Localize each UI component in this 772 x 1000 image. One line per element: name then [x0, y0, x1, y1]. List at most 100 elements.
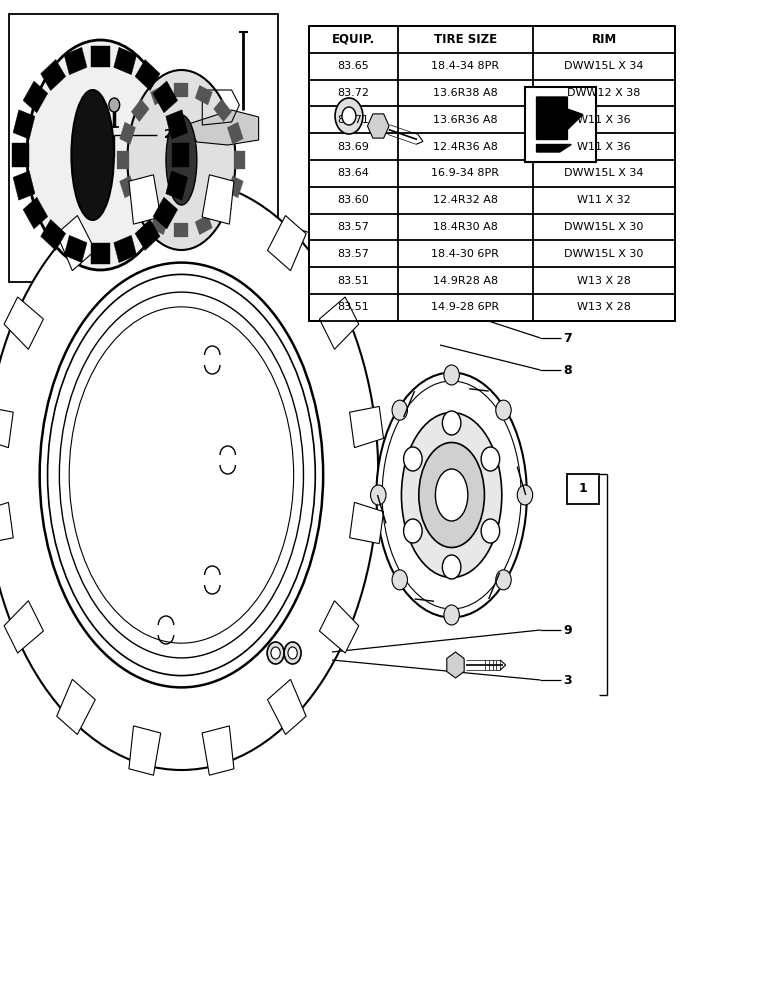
Text: 7: 7: [564, 332, 572, 344]
Ellipse shape: [127, 70, 235, 250]
Text: W11 X 36: W11 X 36: [577, 115, 631, 125]
Circle shape: [288, 647, 297, 659]
Polygon shape: [4, 601, 43, 653]
Polygon shape: [174, 83, 188, 97]
Ellipse shape: [27, 40, 174, 270]
Text: 83.51: 83.51: [337, 302, 369, 312]
Polygon shape: [13, 110, 35, 139]
Polygon shape: [0, 406, 13, 448]
Bar: [567, 474, 599, 504]
Circle shape: [271, 647, 280, 659]
Text: 83.64: 83.64: [337, 168, 369, 178]
Ellipse shape: [69, 307, 293, 643]
Circle shape: [444, 365, 459, 385]
Text: 14.9-28 6PR: 14.9-28 6PR: [431, 302, 499, 312]
Text: 3: 3: [564, 674, 572, 686]
Polygon shape: [56, 216, 95, 271]
Text: 83.51: 83.51: [337, 276, 369, 286]
Polygon shape: [12, 143, 29, 167]
Ellipse shape: [382, 381, 521, 609]
Polygon shape: [23, 197, 48, 229]
Text: 4: 4: [399, 134, 408, 147]
Ellipse shape: [59, 292, 303, 658]
Polygon shape: [91, 243, 110, 264]
Text: W13 X 28: W13 X 28: [577, 302, 631, 312]
Text: 13.6R38 A8: 13.6R38 A8: [433, 88, 497, 98]
Text: 18.4-34 8PR: 18.4-34 8PR: [431, 61, 499, 71]
Text: 18.4R30 A8: 18.4R30 A8: [432, 222, 498, 232]
Text: DWW15L X 34: DWW15L X 34: [564, 168, 644, 178]
Polygon shape: [166, 110, 188, 139]
Circle shape: [481, 519, 499, 543]
Text: W11 X 36: W11 X 36: [577, 142, 631, 152]
Polygon shape: [120, 176, 136, 198]
Polygon shape: [153, 197, 178, 229]
Polygon shape: [135, 219, 160, 250]
Circle shape: [284, 642, 301, 664]
Polygon shape: [367, 114, 389, 138]
Polygon shape: [64, 47, 87, 75]
Ellipse shape: [0, 180, 378, 770]
Text: 1: 1: [578, 483, 587, 495]
Circle shape: [404, 447, 422, 471]
Text: W13 X 28: W13 X 28: [577, 276, 631, 286]
Text: 18.4-30 6PR: 18.4-30 6PR: [432, 249, 499, 259]
Circle shape: [342, 107, 356, 125]
Text: 8: 8: [564, 363, 572, 376]
Ellipse shape: [48, 274, 315, 676]
Text: 83.69: 83.69: [337, 142, 369, 152]
Polygon shape: [350, 502, 384, 544]
Text: W11 X 32: W11 X 32: [577, 195, 631, 205]
Polygon shape: [113, 47, 137, 75]
Circle shape: [404, 519, 422, 543]
Polygon shape: [268, 679, 306, 734]
Text: 83.57: 83.57: [337, 249, 369, 259]
Polygon shape: [227, 176, 243, 198]
Polygon shape: [227, 122, 243, 144]
Polygon shape: [135, 60, 160, 91]
Polygon shape: [4, 297, 43, 349]
Text: 5: 5: [399, 159, 408, 172]
Text: 14.9R28 A8: 14.9R28 A8: [432, 276, 498, 286]
Polygon shape: [214, 99, 232, 122]
Polygon shape: [320, 297, 359, 349]
Circle shape: [109, 98, 120, 112]
Polygon shape: [153, 81, 178, 113]
Text: RIM: RIM: [591, 33, 617, 46]
Polygon shape: [537, 145, 571, 152]
Text: 83.65: 83.65: [337, 61, 369, 71]
Circle shape: [444, 605, 459, 625]
Polygon shape: [129, 175, 161, 224]
Polygon shape: [56, 679, 95, 734]
Polygon shape: [120, 122, 136, 144]
Circle shape: [481, 447, 499, 471]
Text: 83.57: 83.57: [337, 222, 369, 232]
Polygon shape: [234, 151, 245, 169]
Text: 12.4R32 A8: 12.4R32 A8: [432, 195, 498, 205]
Circle shape: [496, 570, 511, 590]
Text: 13.6R36 A8: 13.6R36 A8: [433, 115, 497, 125]
Text: DWW15L X 30: DWW15L X 30: [564, 249, 644, 259]
Bar: [309, 26, 676, 321]
Text: EQUIP.: EQUIP.: [332, 33, 374, 46]
Circle shape: [496, 400, 511, 420]
Text: 16.9-34 8PR: 16.9-34 8PR: [431, 168, 499, 178]
Ellipse shape: [418, 442, 484, 548]
Ellipse shape: [71, 90, 114, 220]
Text: 83.60: 83.60: [337, 195, 369, 205]
Text: DWW15L X 30: DWW15L X 30: [564, 222, 644, 232]
Polygon shape: [320, 601, 359, 653]
Polygon shape: [0, 502, 13, 544]
Polygon shape: [174, 223, 188, 237]
Ellipse shape: [166, 115, 197, 205]
Text: 6: 6: [564, 300, 572, 314]
Bar: [9, 14, 278, 282]
Ellipse shape: [39, 263, 323, 687]
Circle shape: [392, 400, 408, 420]
Polygon shape: [113, 235, 137, 263]
Polygon shape: [41, 219, 66, 250]
Ellipse shape: [376, 372, 527, 617]
Polygon shape: [131, 198, 149, 221]
Text: TIRE SIZE: TIRE SIZE: [434, 33, 496, 46]
Circle shape: [517, 485, 533, 505]
